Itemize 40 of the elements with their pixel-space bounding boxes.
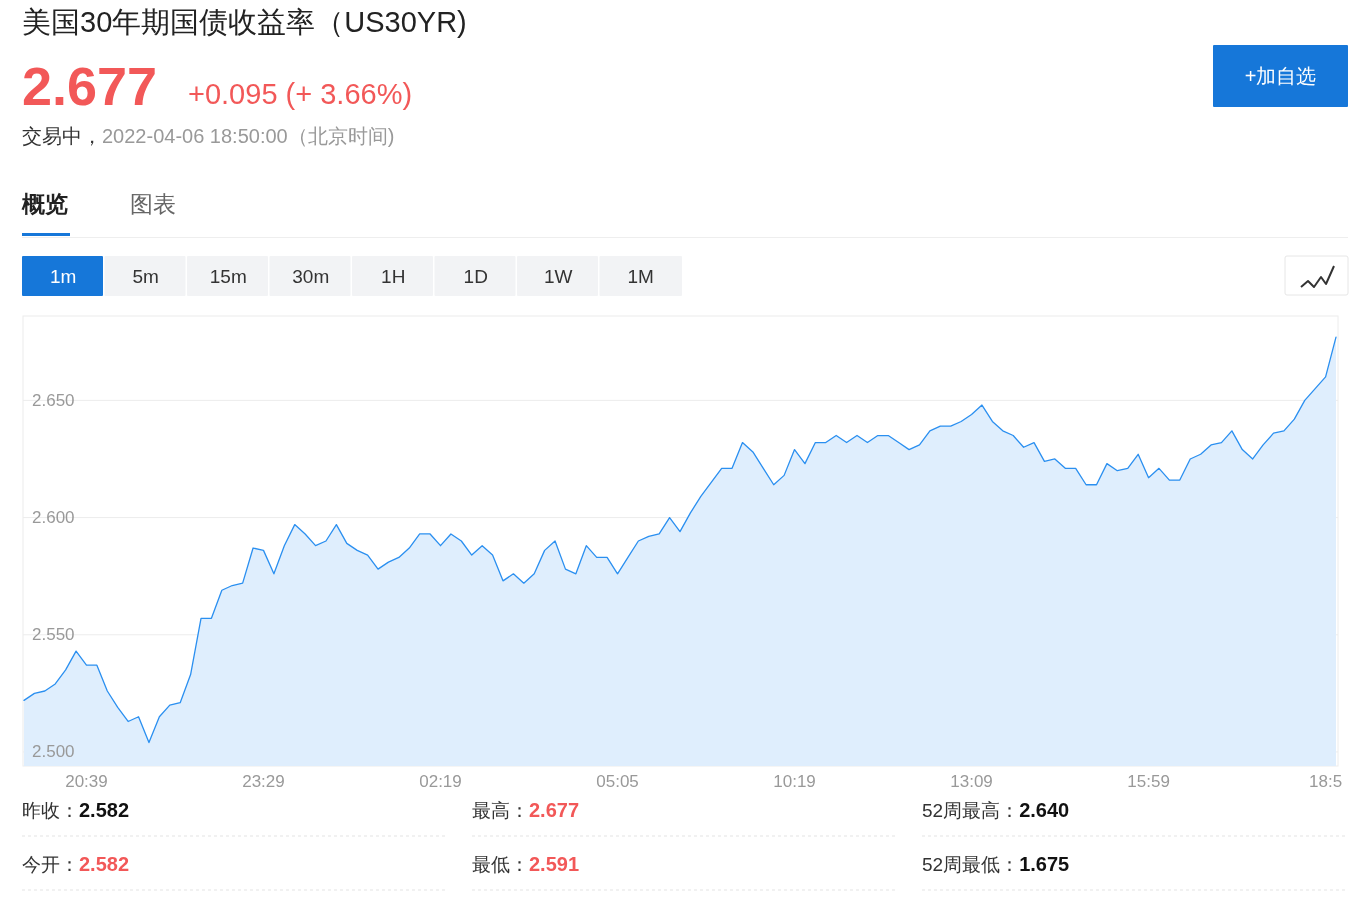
text: 30m [292,265,330,287]
text: 2.582 [79,853,130,875]
text: 图表 [130,191,176,217]
text: 2.677 [22,56,158,116]
y-tick-label: 2.650 [32,390,75,410]
text: 2.677 [529,799,580,821]
text: 2.640 [1019,799,1070,821]
text: 1.675 [1019,853,1070,875]
x-tick-label: 23:29 [242,771,285,791]
y-tick-label: 2.550 [32,625,75,645]
text: 今开： [22,853,79,875]
text: 2.591 [529,853,580,875]
chart-title: 美国30年期国债收益率（US30YR) [22,6,467,38]
text: 52周最高： [922,799,1020,821]
x-tick-label: 13:09 [950,771,993,791]
text: 最高： [472,799,529,821]
text: 最低： [472,853,529,875]
y-tick-label: 2.600 [32,508,75,528]
text: 昨收： [22,799,79,821]
y-tick-label: 2.500 [32,742,75,762]
text: 概览 [21,191,68,217]
text: 1H [381,265,406,287]
text: 15m [209,265,247,287]
text: 交易中， [22,125,102,147]
x-tick-label: 05:05 [596,771,639,791]
text: 1m [50,265,77,287]
text: 2022-04-06 18:50:00（北京时间) [102,125,395,147]
x-tick-label: 10:19 [773,771,816,791]
text: 52周最低： [922,853,1020,875]
text: +加自选 [1244,65,1317,87]
text: 1D [463,265,488,287]
text: 1W [544,265,573,287]
x-tick-label: 02:19 [419,771,462,791]
x-tick-label: 15:59 [1127,771,1170,791]
text: 1M [627,265,654,287]
text: 5m [132,265,159,287]
x-tick-label: 18:5 [1309,771,1343,791]
text: 2.582 [79,799,130,821]
text: +0.095 (+ 3.66%) [188,78,413,110]
x-tick-label: 20:39 [65,771,108,791]
